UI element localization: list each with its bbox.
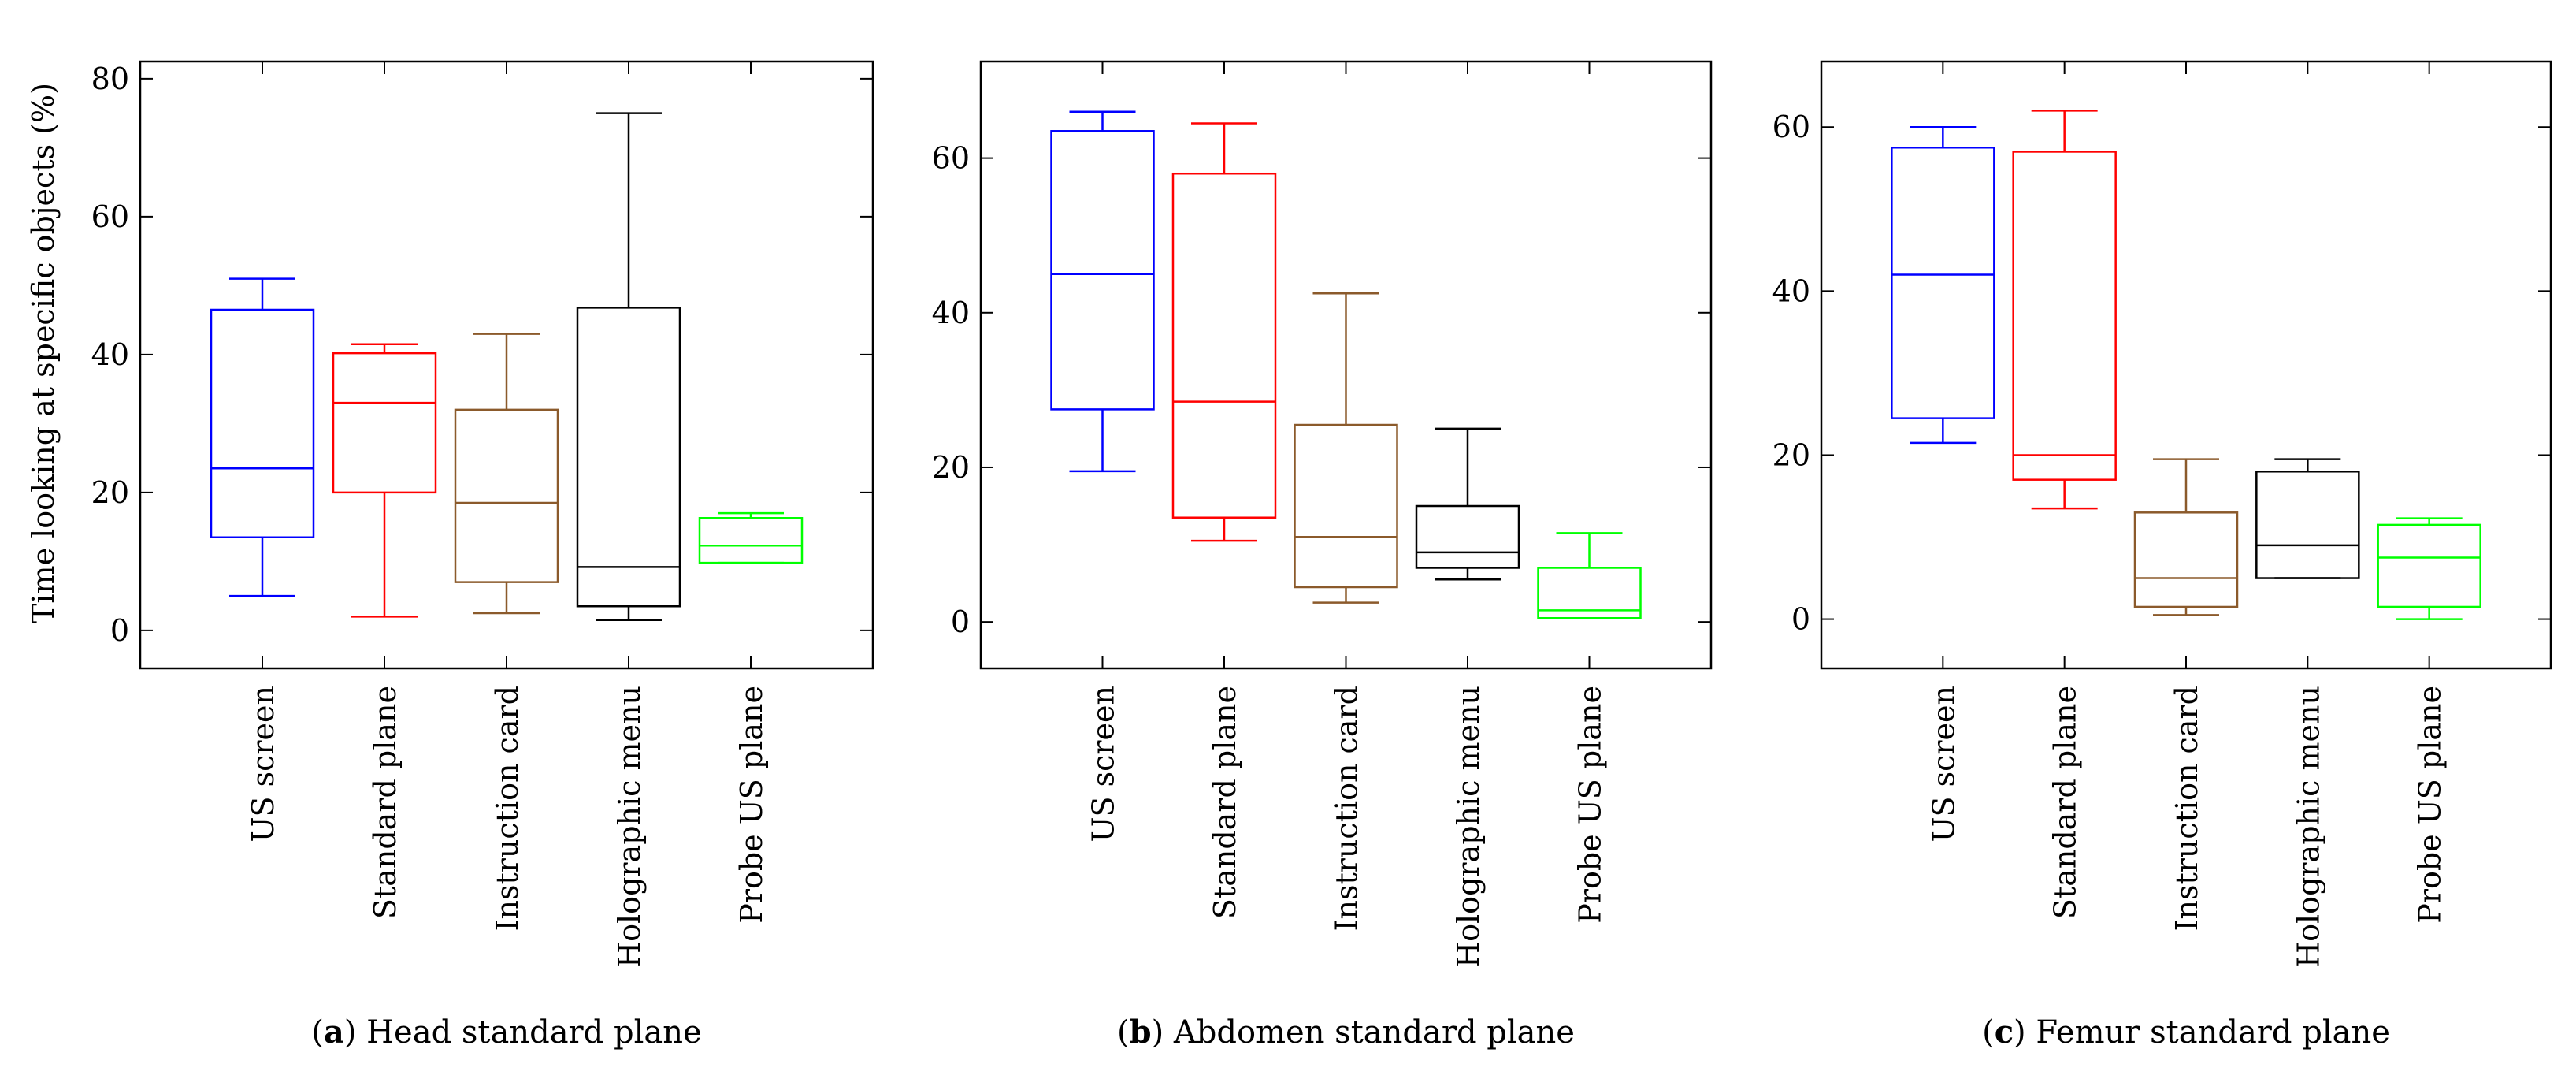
panel-b: 0 20 40 60 US screen Standard plane Instructio…	[932, 60, 1713, 1051]
y-tick-label: 0	[1791, 602, 1810, 637]
iqr-box	[1415, 504, 1520, 569]
iqr-box	[1294, 423, 1398, 589]
iqr-box	[2255, 471, 2360, 579]
x-category-label: Probe US plane	[1573, 686, 1608, 924]
panel-caption: (b) Abdomen standard plane	[1117, 1014, 1575, 1051]
box-2	[1171, 122, 1277, 542]
panel-c: 0 20 40 60 US screen Standard plane Instructio…	[1772, 60, 2552, 1051]
box-5	[698, 511, 804, 564]
box-4	[2255, 458, 2360, 579]
y-tick-label: 40	[91, 337, 129, 372]
x-category-label: Standard plane	[368, 686, 403, 919]
iqr-box	[210, 308, 315, 538]
iqr-box	[698, 517, 804, 564]
x-category-label: Instruction card	[2170, 686, 2204, 931]
box-1	[210, 277, 315, 597]
iqr-box	[2377, 523, 2481, 608]
panel-caption: (a) Head standard plane	[311, 1014, 701, 1051]
box-4	[1415, 427, 1520, 581]
panel-a: 0 20 40 60 80 US screen Standard plane Instruct…	[91, 60, 874, 1051]
y-tick-label: 80	[91, 61, 129, 96]
y-tick-label: 20	[91, 475, 129, 510]
x-category-label: Instruction card	[1330, 686, 1364, 931]
y-tick-label: 20	[1772, 437, 1810, 472]
x-category-label: Standard plane	[2048, 686, 2083, 919]
panel-caption: (c) Femur standard plane	[1982, 1014, 2390, 1051]
y-tick-label: 60	[932, 141, 970, 176]
box-1	[1891, 125, 1995, 445]
y-tick-label: 40	[1772, 273, 1810, 308]
iqr-box	[332, 352, 437, 494]
x-category-label: US screen	[1926, 686, 1961, 843]
iqr-box	[1050, 130, 1155, 411]
y-axis-label: Time looking at specific objects (%)	[26, 83, 61, 623]
box-3	[2133, 458, 2239, 616]
y-tick-label: 0	[110, 613, 129, 648]
x-category-label: Holographic menu	[1451, 686, 1486, 968]
y-tick-label: 60	[1772, 110, 1810, 144]
box-4	[576, 112, 681, 621]
box-2	[332, 343, 437, 618]
box-1	[1050, 110, 1155, 473]
iqr-box	[2012, 151, 2117, 481]
panels: 0 20 40 60 80 US screen Standard plane Instruct…	[91, 60, 2552, 1051]
x-category-label: Instruction card	[490, 686, 525, 931]
y-tick-label: 60	[91, 199, 129, 234]
x-category-label: Standard plane	[1208, 686, 1242, 919]
y-tick-label: 0	[951, 604, 970, 639]
iqr-box	[2133, 511, 2239, 608]
x-category-label: US screen	[1086, 686, 1121, 843]
box-5	[1537, 532, 1642, 619]
iqr-box	[454, 408, 559, 583]
x-category-label: Holographic menu	[2291, 686, 2325, 968]
x-category-label: Probe US plane	[2413, 686, 2448, 924]
box-2	[2012, 110, 2117, 510]
iqr-box	[576, 307, 681, 608]
iqr-box	[1891, 147, 1995, 419]
box-3	[1294, 292, 1398, 604]
box-3	[454, 333, 559, 615]
iqr-box	[1171, 172, 1277, 519]
box-5	[2377, 517, 2481, 620]
x-category-label: Probe US plane	[734, 686, 769, 924]
y-tick-label: 20	[932, 450, 970, 485]
x-category-label: Holographic menu	[612, 686, 647, 968]
iqr-box	[1537, 567, 1642, 619]
x-category-label: US screen	[246, 686, 280, 843]
y-tick-label: 40	[932, 296, 970, 330]
